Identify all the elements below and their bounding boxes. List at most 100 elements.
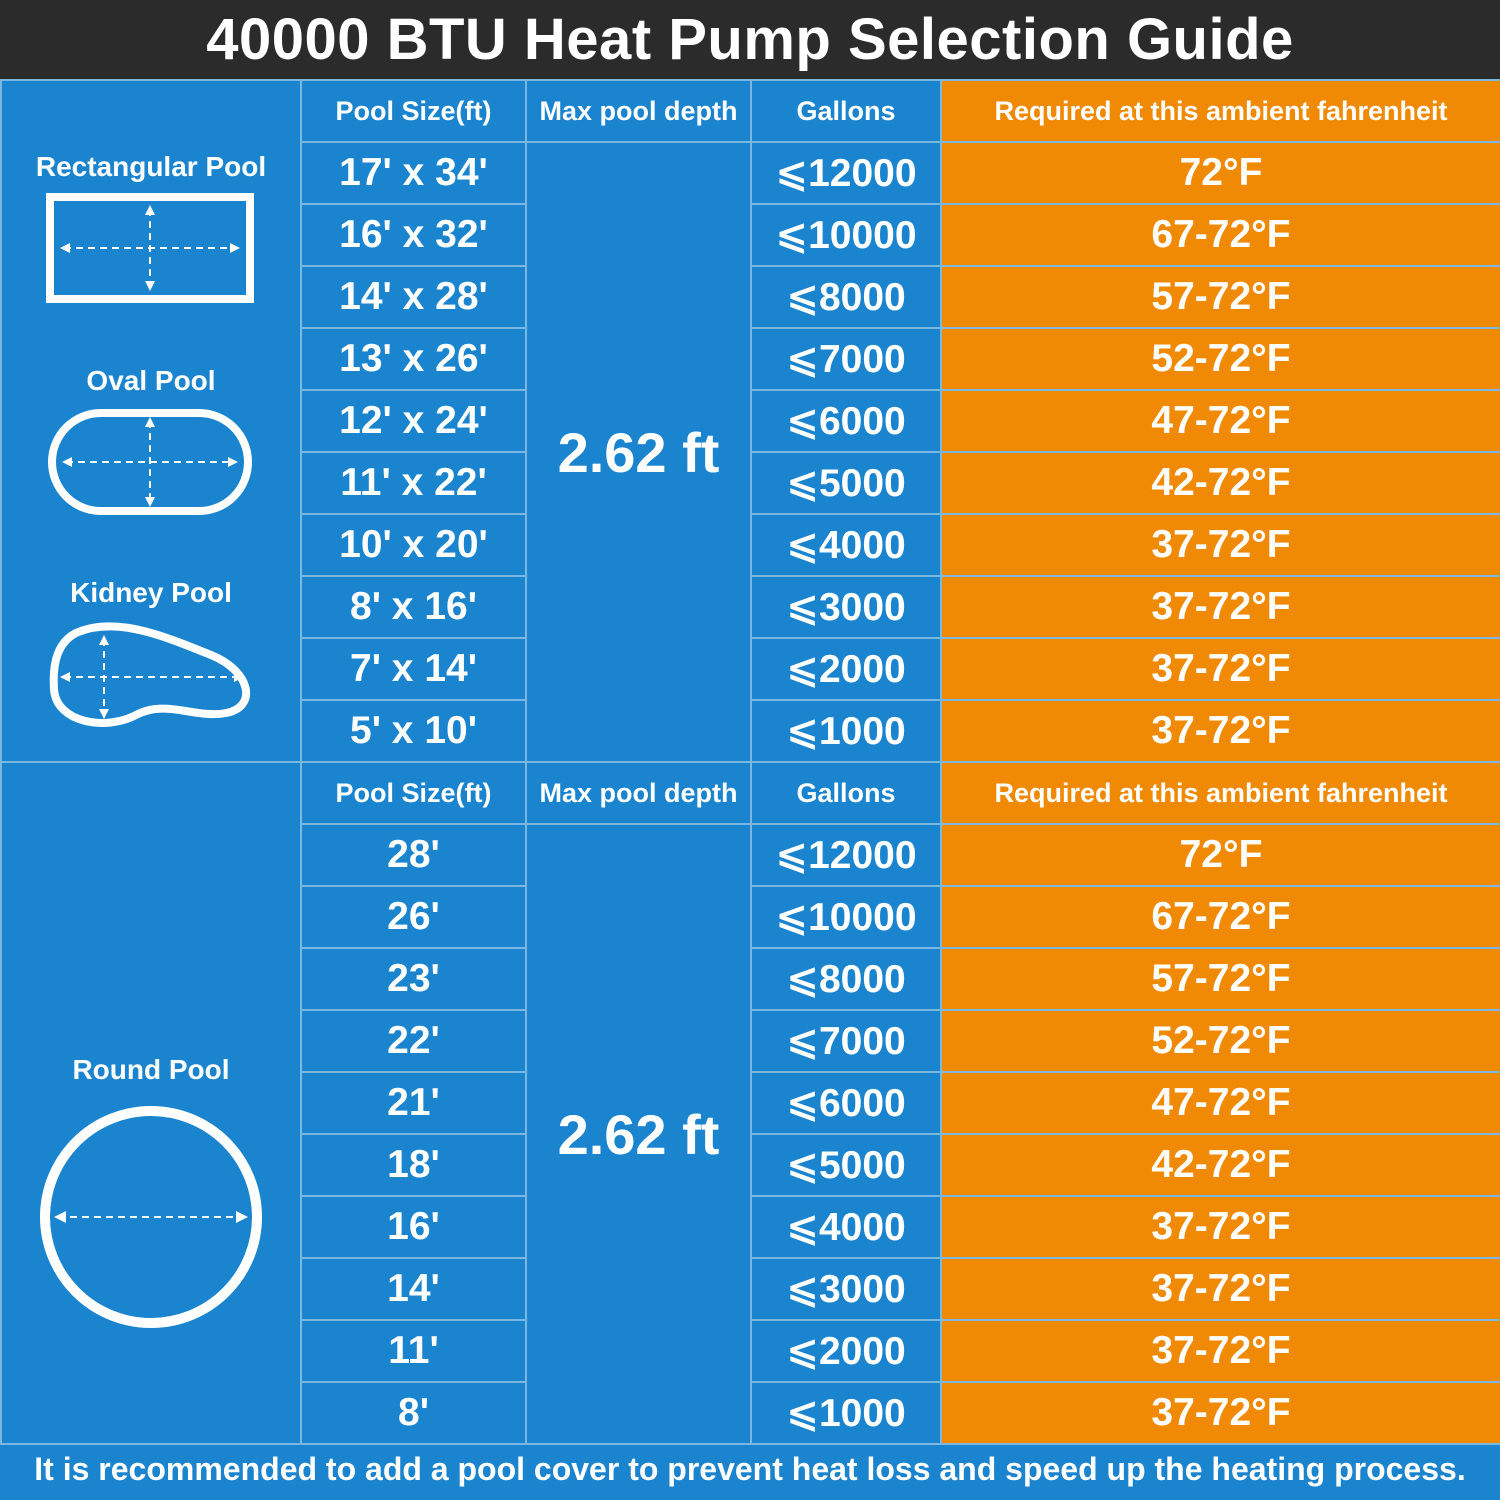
temperature-cell: 57-72°F [940,265,1500,329]
shape-column: Round Pool [0,761,302,1445]
pool-size-cell: 26' [300,885,527,949]
pool-size-cell: 23' [300,947,527,1011]
gallons-cell: ⩽6000 [750,389,942,453]
table-row: 26' ⩽10000 67-72°F [1,885,1500,949]
gallons-cell: ⩽8000 [750,947,942,1011]
table-row: 8' ⩽1000 37-72°F [1,1381,1500,1445]
table-row: 21' ⩽6000 47-72°F [1,1071,1500,1135]
pool-size-cell: 18' [300,1133,527,1197]
gallons-cell: ⩽4000 [750,1195,942,1259]
temperature-cell: 67-72°F [940,885,1500,949]
table-row: 14' x 28' ⩽8000 57-72°F [1,265,1500,329]
temperature-cell: 37-72°F [940,1381,1500,1445]
rectangular-pool: Rectangular Pool [3,151,299,305]
temperature-cell: 37-72°F [940,1257,1500,1321]
temperature-cell: 67-72°F [940,203,1500,267]
gallons-cell: ⩽6000 [750,1071,942,1135]
pool-size-cell: 16' x 32' [300,203,527,267]
max-depth-cell: 2.62 ft [525,823,752,1445]
table-row: 7' x 14' ⩽2000 37-72°F [1,637,1500,701]
pool-size-cell: 7' x 14' [300,637,527,701]
pool-size-cell: 22' [300,1009,527,1073]
temperature-cell: 72°F [940,823,1500,887]
table-row: 11' ⩽2000 37-72°F [1,1319,1500,1383]
oval-pool-icon [3,407,299,519]
pool-size-cell: 14' [300,1257,527,1321]
shape-column: Rectangular Pool Oval Pool Kidney Pool [0,79,302,763]
gallons-cell: ⩽2000 [750,637,942,701]
table-row: 11' x 22' ⩽5000 42-72°F [1,451,1500,515]
gallons-cell: ⩽12000 [750,141,942,205]
gallons-cell: ⩽3000 [750,575,942,639]
header-max-depth: Max pool depth [525,761,752,825]
table-row: 22' ⩽7000 52-72°F [1,1009,1500,1073]
header-pool-size: Pool Size(ft) [300,79,527,143]
pool-size-cell: 5' x 10' [300,699,527,763]
pool-size-cell: 10' x 20' [300,513,527,577]
table-row: 13' x 26' ⩽7000 52-72°F [1,327,1500,391]
pool-size-cell: 17' x 34' [300,141,527,205]
table-row: 16' ⩽4000 37-72°F [1,1195,1500,1259]
temperature-cell: 57-72°F [940,947,1500,1011]
header-row: Round Pool Pool Size(ft) Max pool depth Ga… [0,761,1500,1445]
pool-size-cell: 11' x 22' [300,451,527,515]
table-row: 5' x 10' ⩽1000 37-72°F [1,699,1500,763]
temperature-cell: 37-72°F [940,1195,1500,1259]
table-row: 12' x 24' ⩽6000 47-72°F [1,389,1500,453]
temperature-cell: 47-72°F [940,389,1500,453]
pool-size-cell: 28' [300,823,527,887]
round-pool-label: Round Pool [72,1054,230,1085]
temperature-cell: 52-72°F [940,1009,1500,1073]
max-depth-cell: 2.62 ft [525,141,752,763]
oval-pool-label: Oval Pool [86,365,216,396]
gallons-cell: ⩽8000 [750,265,942,329]
table-row: 18' ⩽5000 42-72°F [1,1133,1500,1197]
temperature-cell: 37-72°F [940,637,1500,701]
kidney-pool-icon [3,619,299,731]
kidney-pool: Kidney Pool [3,577,299,731]
temperature-cell: 37-72°F [940,699,1500,763]
footer-note: It is recommended to add a pool cover to… [0,1439,1500,1500]
pool-size-cell: 14' x 28' [300,265,527,329]
pool-size-cell: 8' [300,1381,527,1445]
selection-table: Rectangular Pool Oval Pool Kidney Pool P… [0,79,1500,1445]
pool-size-cell: 16' [300,1195,527,1259]
temperature-cell: 37-72°F [940,1319,1500,1383]
round-pool-icon [3,1104,299,1330]
gallons-cell: ⩽4000 [750,513,942,577]
header-temperature: Required at this ambient fahrenheit [940,79,1500,143]
gallons-cell: ⩽5000 [750,451,942,515]
header-max-depth: Max pool depth [525,79,752,143]
gallons-cell: ⩽5000 [750,1133,942,1197]
temperature-cell: 42-72°F [940,1133,1500,1197]
gallons-cell: ⩽7000 [750,1009,942,1073]
page-title: 40000 BTU Heat Pump Selection Guide [206,7,1294,72]
gallons-cell: ⩽3000 [750,1257,942,1321]
pool-size-cell: 11' [300,1319,527,1383]
table-row: 10' x 20' ⩽4000 37-72°F [1,513,1500,577]
footer-text: It is recommended to add a pool cover to… [34,1451,1466,1487]
round-pool: Round Pool [3,1054,299,1330]
rectangular-pool-label: Rectangular Pool [35,151,267,182]
header-gallons: Gallons [750,761,942,825]
table-row: 28' 2.62 ft ⩽12000 72°F [1,823,1500,1445]
rectangular-pool-icon [3,193,299,305]
table-row: 23' ⩽8000 57-72°F [1,947,1500,1011]
gallons-cell: ⩽10000 [750,885,942,949]
header-temperature: Required at this ambient fahrenheit [940,761,1500,825]
header-gallons: Gallons [750,79,942,143]
gallons-cell: ⩽12000 [750,823,942,887]
gallons-cell: ⩽1000 [750,1381,942,1445]
pool-size-cell: 21' [300,1071,527,1135]
table-row: 16' x 32' ⩽10000 67-72°F [1,203,1500,267]
gallons-cell: ⩽2000 [750,1319,942,1383]
table-row: 8' x 16' ⩽3000 37-72°F [1,575,1500,639]
title-bar: 40000 BTU Heat Pump Selection Guide [0,0,1500,79]
temperature-cell: 52-72°F [940,327,1500,391]
temperature-cell: 37-72°F [940,575,1500,639]
header-row: Rectangular Pool Oval Pool Kidney Pool P… [0,79,1500,763]
kidney-pool-label: Kidney Pool [70,577,232,608]
pool-size-cell: 12' x 24' [300,389,527,453]
table-row: 14' ⩽3000 37-72°F [1,1257,1500,1321]
pool-size-cell: 13' x 26' [300,327,527,391]
